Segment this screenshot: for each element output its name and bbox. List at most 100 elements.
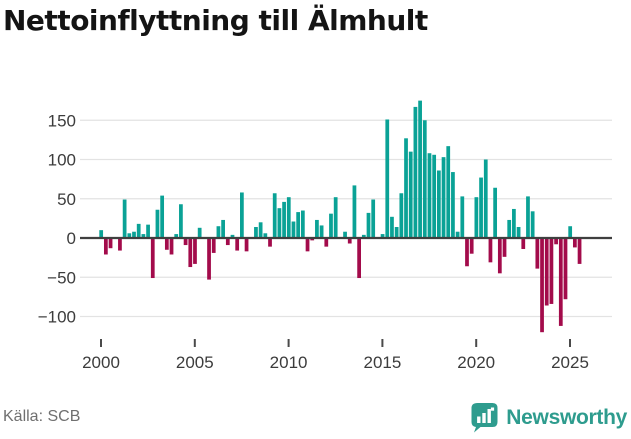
bar-positive [371, 199, 376, 238]
bar-negative [465, 238, 469, 267]
bar-positive [258, 222, 263, 238]
bar-negative [150, 238, 155, 279]
bar-negative [563, 238, 568, 300]
bar-negative [211, 238, 216, 253]
bar-positive [333, 197, 338, 238]
bar-positive [291, 221, 296, 238]
bar-positive [254, 227, 258, 238]
bar-positive [240, 192, 244, 238]
bar-negative [502, 238, 507, 257]
bar-negative [544, 238, 549, 306]
source-label: Källa: SCB [3, 408, 81, 425]
bar-negative [535, 238, 540, 269]
bar-positive [174, 234, 179, 238]
bar-negative [268, 238, 272, 247]
bar-positive [122, 199, 127, 238]
bar-negative [235, 238, 240, 251]
bar-positive [507, 219, 512, 238]
bar-positive [483, 159, 488, 238]
bar-positive [493, 187, 498, 238]
chart-title: Nettoinflyttning till Älmhult [3, 4, 428, 37]
bar-negative [558, 238, 563, 326]
bar-positive [380, 234, 385, 238]
bar-negative [108, 238, 113, 249]
bar-negative [225, 238, 230, 246]
bar-negative [549, 238, 554, 304]
bar-negative [324, 238, 329, 247]
chart-footer: Källa: SCB Newsworthy [0, 399, 631, 439]
bar-positive [399, 193, 404, 238]
bar-positive [221, 219, 225, 238]
bar-negative [469, 238, 474, 254]
bar-negative [357, 238, 361, 279]
newsworthy-logo-text: Newsworthy [506, 406, 627, 429]
bar-positive [474, 197, 479, 238]
bar-negative [164, 238, 169, 250]
bar-positive [99, 230, 104, 238]
bar-positive [455, 231, 460, 238]
bar-negative [540, 238, 544, 333]
bar-positive [329, 213, 333, 238]
bar-negative [521, 238, 526, 249]
bar-positive [286, 197, 291, 238]
bar-negative [572, 238, 577, 248]
bar-positive [141, 234, 146, 238]
bar-positive [394, 227, 399, 238]
newsworthy-logo-icon [471, 403, 498, 433]
bar-negative [183, 238, 188, 246]
y-tick-label: −100 [38, 308, 76, 327]
bar-positive [479, 177, 483, 238]
bar-negative [103, 238, 108, 255]
y-tick-label: 0 [67, 229, 76, 248]
bar-negative [554, 238, 558, 245]
x-tick-label: 2015 [363, 353, 401, 372]
bar-positive [272, 193, 277, 238]
bar-positive [136, 223, 141, 238]
bar-positive [413, 106, 418, 238]
bar-positive [422, 120, 427, 238]
bar-negative [305, 238, 310, 252]
bar-negative [207, 238, 211, 280]
bar-negative [488, 238, 493, 263]
bar-positive [460, 196, 465, 238]
x-tick-label: 2010 [270, 353, 308, 372]
x-tick-label: 2020 [457, 353, 495, 372]
newsworthy-logo[interactable]: Newsworthy [471, 401, 627, 435]
bar-positive [160, 195, 165, 238]
bar-positive [315, 219, 319, 238]
bar-negative [118, 238, 122, 251]
bar-negative [193, 238, 197, 264]
y-tick-label: 50 [57, 190, 76, 209]
bar-positive [530, 211, 535, 238]
bar-positive [277, 208, 282, 238]
y-tick-label: −50 [47, 268, 76, 287]
bar-positive [296, 212, 301, 238]
bar-positive [282, 201, 286, 238]
bar-positive [197, 227, 202, 238]
bar-negative [347, 238, 352, 244]
bar-negative [497, 238, 502, 274]
bar-positive [343, 231, 347, 238]
bar-positive [319, 225, 324, 238]
y-tick-label: 150 [48, 111, 76, 130]
bar-positive [146, 224, 150, 238]
bar-positive [568, 226, 573, 238]
bar-positive [512, 208, 516, 238]
bar-positive [526, 196, 530, 238]
bar-negative [244, 238, 249, 252]
bar-positive [451, 172, 455, 238]
bar-positive [385, 119, 390, 238]
y-tick-label: 100 [48, 151, 76, 170]
bar-negative [577, 238, 582, 264]
bar-negative [169, 238, 174, 255]
bar-positive [432, 154, 437, 238]
bar-positive [155, 209, 160, 238]
x-tick-label: 2005 [176, 353, 214, 372]
bar-negative [188, 238, 193, 268]
bar-positive [418, 100, 422, 238]
bar-negative [310, 238, 315, 241]
x-tick-label: 2025 [551, 353, 589, 372]
bar-positive [127, 233, 132, 238]
bar-positive [300, 210, 305, 238]
